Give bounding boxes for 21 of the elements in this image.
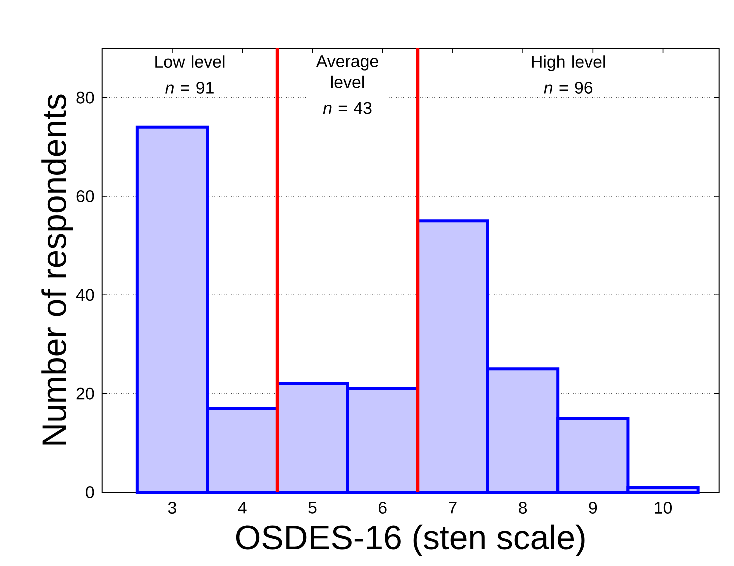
- annotation: n = 91: [166, 82, 214, 94]
- annotation: Average level: [316, 56, 378, 88]
- x-tick-label: 5: [308, 502, 317, 514]
- x-tick-label: 9: [589, 502, 598, 514]
- annotation: n = 96: [544, 82, 593, 94]
- x-tick-label: 10: [655, 502, 672, 514]
- x-axis-title: OSDES-16 (sten scale): [236, 524, 585, 556]
- annotation: n = 43: [323, 102, 372, 114]
- annotation: Low level: [156, 56, 225, 68]
- annotation: High level: [532, 56, 606, 72]
- y-tick-label: 20: [76, 388, 94, 400]
- x-tick-label: 3: [168, 502, 176, 514]
- x-tick-label: 4: [238, 502, 247, 514]
- x-tick-label: 8: [519, 502, 528, 514]
- y-tick-label: 60: [76, 190, 94, 202]
- y-tick-label: 0: [86, 486, 94, 498]
- x-tick-label: 7: [449, 502, 457, 514]
- x-tick-label: 6: [378, 502, 387, 514]
- y-axis-title: Number of respondents: [42, 94, 74, 445]
- y-tick-label: 80: [76, 92, 94, 104]
- y-tick-label: 40: [76, 289, 94, 302]
